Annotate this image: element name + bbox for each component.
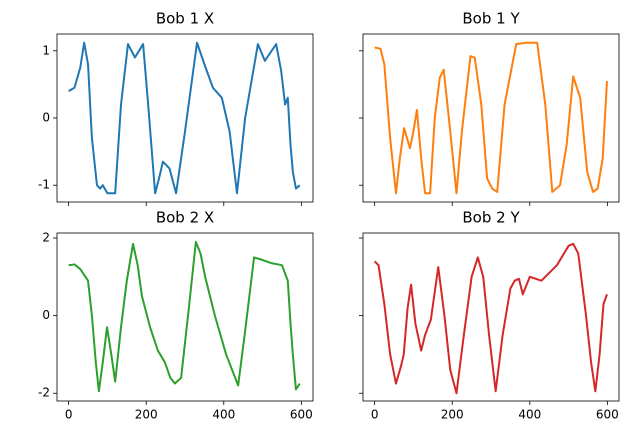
x-tick-label: 200 (441, 408, 464, 422)
subplot-title: Bob 2 Y (462, 209, 520, 227)
data-line (68, 240, 301, 393)
y-tick-label: 0 (42, 111, 50, 125)
axes-frame (56, 232, 314, 402)
data-line (373, 242, 608, 395)
x-tick-label: 400 (212, 408, 235, 422)
x-tick-label: 0 (65, 408, 73, 422)
axes-frame (362, 33, 620, 203)
x-tick-label: 400 (518, 408, 541, 422)
data-line (374, 41, 608, 195)
x-tick-label: 600 (596, 408, 619, 422)
y-tick-label: -1 (38, 178, 50, 192)
x-tick-label: 0 (371, 408, 379, 422)
y-tick-label: 1 (42, 43, 50, 57)
y-tick-label: 0 (42, 308, 50, 322)
y-tick-label: 2 (42, 231, 50, 245)
subplot-title: Bob 1 Y (462, 10, 520, 28)
x-tick-label: 600 (290, 408, 313, 422)
subplot-title: Bob 1 X (156, 10, 214, 28)
data-line (68, 41, 301, 195)
subplot-title: Bob 2 X (156, 209, 214, 227)
axes-frame (56, 33, 314, 203)
y-tick-label: -2 (38, 386, 50, 400)
axes-frame (362, 232, 620, 402)
x-tick-label: 200 (135, 408, 158, 422)
